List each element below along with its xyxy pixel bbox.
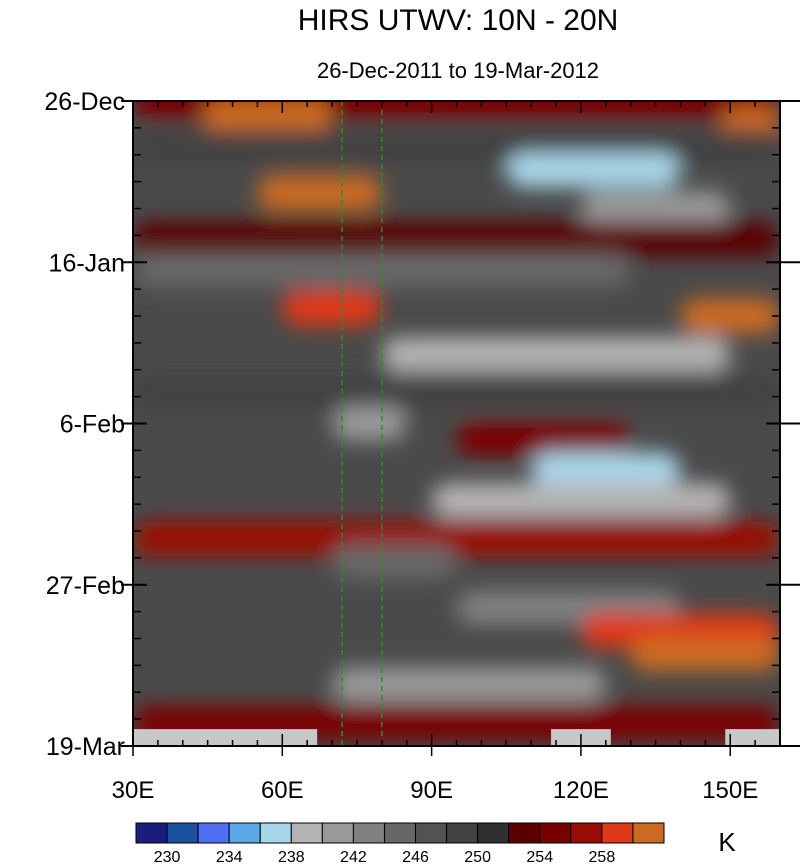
colorbar: 230 234 238 242 246 250 254 258 — [135, 822, 665, 866]
field-band — [680, 298, 780, 334]
colorbar-label: 238 — [278, 849, 305, 863]
colorbar-swatch — [135, 822, 168, 844]
colorbar-swatch — [197, 822, 230, 844]
field-band — [133, 221, 780, 257]
colorbar-swatch — [570, 822, 603, 844]
colorbar-swatch — [601, 822, 634, 844]
field-band — [506, 152, 681, 188]
x-tick-label: 90E — [410, 777, 453, 804]
field-band — [202, 101, 333, 134]
colorbar-swatch — [228, 822, 261, 844]
colorbar-label: 230 — [154, 849, 181, 863]
field-band — [381, 337, 731, 372]
colorbar-swatch — [166, 822, 199, 844]
colorbar-swatch — [383, 822, 417, 844]
colorbar-label: 258 — [589, 849, 616, 863]
field-band — [133, 252, 631, 288]
field-band — [257, 175, 382, 211]
field-band — [133, 521, 780, 556]
colorbar-label: 246 — [402, 849, 429, 863]
y-tick-label: 6-Feb — [60, 411, 125, 439]
missing-segment — [133, 729, 318, 746]
y-tick-label: 16-Jan — [49, 249, 125, 277]
colorbar-swatch — [539, 822, 572, 844]
chart-subtitle: 26-Dec-2011 to 19-Mar-2012 — [317, 58, 599, 83]
field-band — [282, 291, 382, 326]
chart-title: HIRS UTWV: 10N - 20N — [298, 4, 619, 37]
field-band — [332, 667, 606, 702]
colorbar-label: 242 — [340, 849, 367, 863]
colorbar-swatch — [352, 822, 385, 844]
field-shading — [133, 101, 780, 741]
x-tick-label: 120E — [553, 777, 609, 804]
field-band — [133, 375, 780, 411]
field-band — [332, 406, 407, 441]
field-band — [431, 483, 731, 518]
colorbar-label: 250 — [464, 849, 491, 863]
colorbar-label: 234 — [216, 849, 243, 863]
x-tick-label: 60E — [261, 777, 304, 804]
colorbar-swatch — [477, 822, 510, 844]
field-band — [580, 191, 731, 226]
y-tick-label: 27-Feb — [46, 572, 125, 600]
colorbar-unit: K — [718, 827, 736, 857]
field-band — [332, 544, 457, 579]
x-axis: 30E 60E 90E 120E 150E — [112, 101, 781, 804]
field-band — [531, 452, 681, 487]
colorbar-swatch — [290, 822, 323, 844]
x-tick-label: 30E — [112, 777, 155, 804]
colorbar-swatch — [508, 822, 541, 844]
colorbar-swatch — [415, 822, 448, 844]
field-band — [456, 421, 631, 457]
y-axis: 26-Dec 16-Jan 6-Feb 27-Feb 19-Mar — [44, 88, 800, 761]
field-band — [133, 129, 780, 165]
colorbar-swatch — [259, 822, 292, 844]
field-band — [630, 636, 780, 672]
y-tick-label: 26-Dec — [44, 88, 125, 116]
colorbar-swatch — [632, 822, 665, 844]
missing-segment — [725, 729, 780, 746]
colorbar-swatch — [321, 822, 354, 844]
colorbar-label: 254 — [526, 849, 553, 863]
colorbar-swatch — [446, 822, 479, 844]
plot-area — [133, 101, 780, 746]
x-tick-label: 150E — [702, 777, 758, 804]
y-tick-label: 19-Mar — [46, 733, 125, 761]
